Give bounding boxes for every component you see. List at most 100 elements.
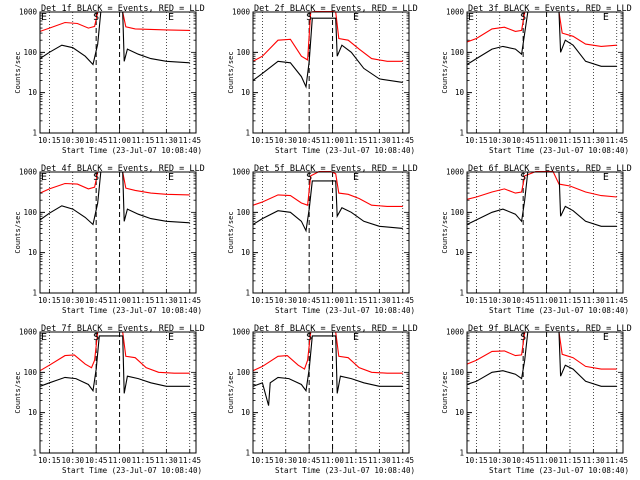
x-tick-label: 11:15 [345, 296, 368, 305]
x-tick-label: 11:30 [582, 136, 605, 145]
x-tick-label: 11:15 [132, 296, 155, 305]
marker-label: E [168, 172, 174, 183]
marker-label: S [306, 172, 312, 183]
x-tick-label: 11:45 [391, 296, 414, 305]
y-tick-label: 10 [455, 408, 465, 417]
x-tick-label: 11:00 [321, 456, 344, 465]
y-tick-label: 100 [236, 48, 250, 57]
y-tick-label: 1000 [446, 168, 465, 177]
x-tick-label: 11:00 [108, 456, 131, 465]
x-tick-label: 10:45 [512, 136, 535, 145]
y-tick-label: 100 [23, 368, 37, 377]
y-tick-label: 1 [245, 449, 250, 458]
y-axis-label: Counts/sec [441, 51, 449, 93]
y-tick-label: 100 [23, 48, 37, 57]
marker-label: S [520, 332, 526, 343]
y-axis-label: Counts/sec [227, 51, 235, 93]
x-tick-label: 11:45 [605, 296, 628, 305]
panel-title: Det 5f BLACK = Events, RED = LLD [254, 164, 418, 174]
y-tick-label: 10 [241, 88, 251, 97]
y-tick-label: 1000 [19, 328, 38, 337]
y-tick-label: 1 [459, 289, 464, 298]
series-lld [253, 171, 403, 207]
marker-label: E [353, 12, 359, 23]
x-tick-label: 11:30 [155, 136, 178, 145]
x-tick-label: 11:45 [391, 136, 414, 145]
x-tick-label: 10:30 [274, 456, 297, 465]
y-tick-label: 1 [32, 449, 37, 458]
x-tick-label: 11:15 [132, 456, 155, 465]
x-tick-label: 10:30 [488, 296, 511, 305]
series-events [253, 180, 403, 233]
series-lld [253, 11, 403, 62]
x-tick-label: 10:30 [274, 136, 297, 145]
x-tick-label: 11:45 [178, 296, 201, 305]
series-events [467, 331, 617, 387]
x-tick-label: 10:45 [85, 296, 108, 305]
marker-label: S [93, 172, 99, 183]
x-tick-label: 11:30 [368, 136, 391, 145]
y-tick-label: 10 [28, 248, 38, 257]
panel-title: Det 1f BLACK = Events, RED = LLD [41, 4, 205, 14]
x-tick-label: 11:30 [582, 296, 605, 305]
y-tick-label: 10 [28, 88, 38, 97]
x-axis-label: Start Time (23-Jul-07 10:08:40) [489, 306, 629, 315]
x-tick-label: 11:30 [582, 456, 605, 465]
x-axis-label: Start Time (23-Jul-07 10:08:40) [275, 306, 415, 315]
x-axis-label: Start Time (23-Jul-07 10:08:40) [275, 146, 415, 155]
marker-label: E [41, 12, 47, 23]
x-tick-label: 10:45 [298, 296, 321, 305]
y-tick-label: 100 [236, 208, 250, 217]
plot-frame [39, 11, 197, 134]
y-axis-label: Counts/sec [227, 371, 235, 413]
x-tick-label: 11:00 [535, 296, 558, 305]
x-tick-label: 11:15 [559, 456, 582, 465]
y-axis-label: Counts/sec [441, 371, 449, 413]
plot-frame [252, 331, 410, 454]
x-tick-label: 10:45 [85, 136, 108, 145]
y-tick-label: 1 [245, 289, 250, 298]
x-tick-label: 11:30 [368, 456, 391, 465]
marker-label: S [520, 172, 526, 183]
y-tick-label: 1000 [446, 328, 465, 337]
y-tick-label: 1000 [19, 8, 38, 17]
x-tick-label: 11:00 [321, 136, 344, 145]
marker-label: E [353, 172, 359, 183]
x-tick-label: 10:15 [251, 296, 274, 305]
x-tick-label: 10:30 [61, 136, 84, 145]
y-tick-label: 100 [236, 368, 250, 377]
x-tick-label: 10:30 [488, 136, 511, 145]
y-tick-label: 1 [459, 449, 464, 458]
plot-frame [39, 331, 197, 454]
x-tick-label: 10:45 [298, 456, 321, 465]
y-tick-label: 10 [455, 88, 465, 97]
marker-label: E [353, 332, 359, 343]
x-tick-label: 11:15 [559, 296, 582, 305]
series-lld [467, 331, 617, 370]
x-tick-label: 11:45 [178, 136, 201, 145]
series-lld [467, 11, 617, 47]
y-tick-label: 100 [450, 368, 464, 377]
y-tick-label: 1 [245, 129, 250, 138]
marker-label: S [520, 12, 526, 23]
x-tick-label: 10:30 [61, 296, 84, 305]
y-tick-label: 10 [455, 248, 465, 257]
panel-title: Det 7f BLACK = Events, RED = LLD [41, 324, 205, 334]
y-tick-label: 1000 [19, 168, 38, 177]
x-tick-label: 10:15 [38, 136, 61, 145]
x-tick-label: 11:45 [605, 136, 628, 145]
plot-frame [39, 171, 197, 294]
x-tick-label: 11:00 [321, 296, 344, 305]
series-events [253, 335, 403, 406]
x-tick-label: 11:15 [345, 136, 368, 145]
y-tick-label: 1 [459, 129, 464, 138]
marker-label: E [603, 172, 609, 183]
y-tick-label: 1000 [232, 328, 251, 337]
x-axis-label: Start Time (23-Jul-07 10:08:40) [489, 466, 629, 475]
marker-label: E [41, 172, 47, 183]
